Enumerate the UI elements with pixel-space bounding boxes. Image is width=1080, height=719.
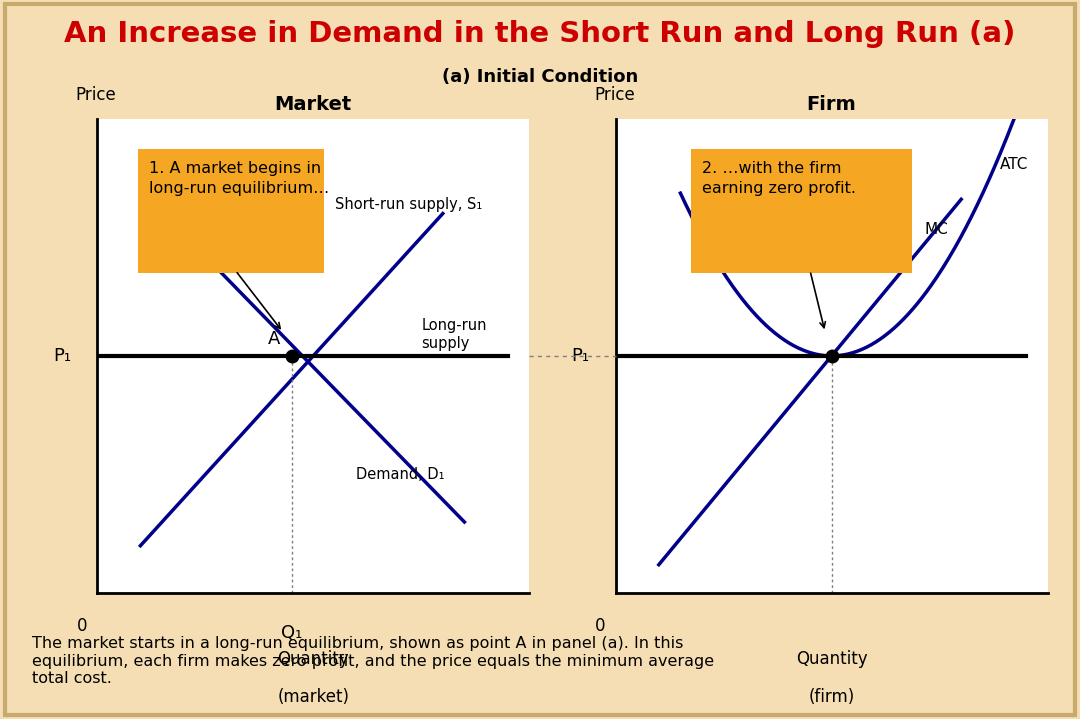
Text: A: A — [268, 330, 280, 348]
Text: Q₁: Q₁ — [281, 624, 302, 642]
FancyBboxPatch shape — [138, 150, 324, 273]
Text: Long-run
supply: Long-run supply — [421, 319, 487, 351]
Text: Short-run supply, S₁: Short-run supply, S₁ — [335, 196, 482, 211]
Text: 0: 0 — [77, 617, 87, 635]
Text: ATC: ATC — [1000, 157, 1028, 172]
Text: P₁: P₁ — [571, 347, 590, 365]
Text: (a) Initial Condition: (a) Initial Condition — [442, 68, 638, 86]
Text: Price: Price — [76, 86, 117, 104]
Text: (market): (market) — [278, 688, 349, 706]
Text: 0: 0 — [595, 617, 606, 635]
Text: MC: MC — [924, 222, 948, 237]
Text: An Increase in Demand in the Short Run and Long Run (a): An Increase in Demand in the Short Run a… — [65, 20, 1015, 48]
Text: (firm): (firm) — [809, 688, 854, 706]
Title: Market: Market — [274, 96, 352, 114]
Text: 2. …with the firm
earning zero profit.: 2. …with the firm earning zero profit. — [702, 161, 856, 196]
Title: Firm: Firm — [807, 96, 856, 114]
Text: P₁: P₁ — [53, 347, 71, 365]
Text: Quantity: Quantity — [278, 650, 349, 668]
Text: 1. A market begins in
long-run equilibrium…: 1. A market begins in long-run equilibri… — [149, 161, 329, 196]
Text: The market starts in a long-run equilibrium, shown as point A in panel (a). In t: The market starts in a long-run equilibr… — [32, 636, 715, 686]
FancyBboxPatch shape — [691, 150, 912, 273]
Text: Demand, D₁: Demand, D₁ — [356, 467, 445, 482]
Text: Price: Price — [594, 86, 635, 104]
Text: Quantity: Quantity — [796, 650, 867, 668]
